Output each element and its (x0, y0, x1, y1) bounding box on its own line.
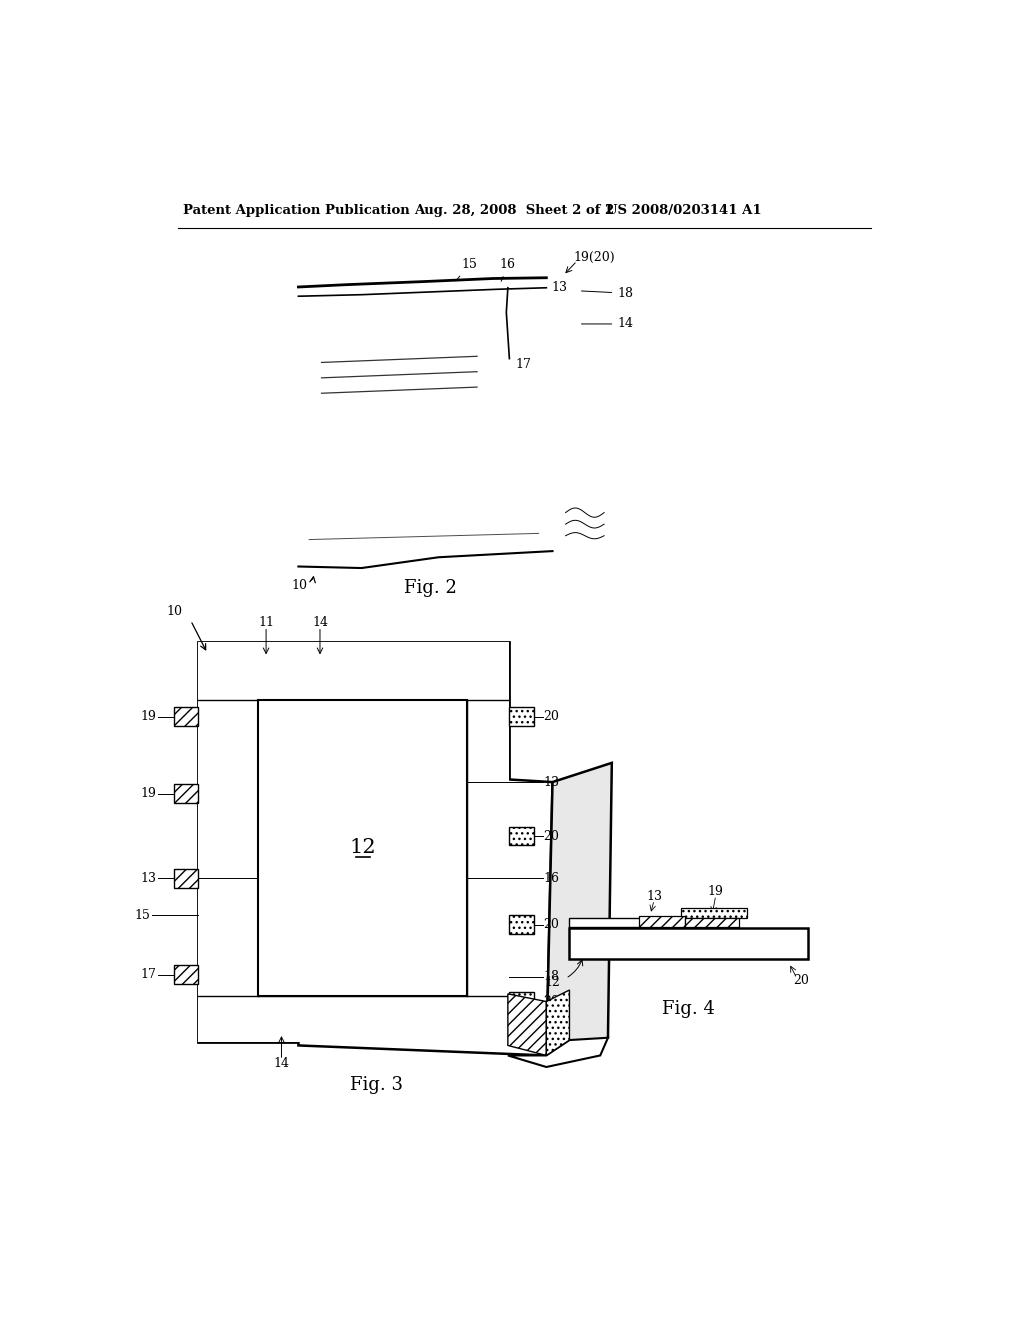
Text: 18: 18 (582, 286, 633, 300)
Bar (509, 708, 535, 726)
Bar (174, 708, 199, 726)
Bar (509, 826, 535, 845)
Text: Fig. 4: Fig. 4 (663, 1001, 715, 1018)
Text: Fig. 2: Fig. 2 (404, 579, 458, 597)
Text: Fig. 3: Fig. 3 (350, 1076, 403, 1094)
Polygon shape (508, 994, 547, 1056)
Bar (174, 965, 199, 983)
Bar (681, 908, 746, 917)
Text: 13: 13 (544, 776, 559, 788)
Bar (174, 784, 199, 803)
Text: 15: 15 (456, 259, 477, 281)
Text: 13: 13 (646, 890, 663, 903)
Text: 19: 19 (141, 787, 157, 800)
Text: 16: 16 (500, 259, 516, 281)
Text: 20: 20 (544, 710, 559, 723)
Text: 19: 19 (708, 884, 724, 898)
Text: 13: 13 (140, 871, 157, 884)
Text: 12: 12 (545, 975, 560, 989)
Bar (639, 916, 685, 927)
Bar (199, 642, 509, 700)
Text: 14: 14 (273, 1057, 290, 1071)
Text: 18: 18 (544, 970, 559, 983)
Text: 12: 12 (349, 838, 376, 858)
Bar (509, 915, 535, 933)
Bar (509, 993, 535, 1011)
Text: 14: 14 (582, 317, 633, 330)
Bar (569, 928, 808, 960)
Text: 17: 17 (141, 968, 157, 981)
Bar (174, 869, 199, 887)
Bar (199, 642, 509, 1043)
Bar (569, 917, 700, 927)
Text: 16: 16 (544, 871, 559, 884)
Polygon shape (547, 990, 569, 1056)
Text: 19(20): 19(20) (573, 251, 615, 264)
Text: 20: 20 (544, 995, 559, 1008)
Polygon shape (547, 763, 611, 1056)
Text: 11: 11 (258, 616, 274, 630)
Bar (258, 700, 467, 997)
Polygon shape (298, 767, 553, 1056)
Text: 10: 10 (292, 579, 307, 593)
Bar (467, 700, 509, 997)
Text: 17: 17 (515, 358, 531, 371)
Bar (685, 917, 739, 927)
Bar (199, 700, 258, 997)
Bar (199, 997, 509, 1043)
Polygon shape (508, 1038, 608, 1067)
Text: 13: 13 (552, 281, 567, 294)
Text: 20: 20 (793, 974, 809, 987)
Text: 15: 15 (135, 908, 151, 921)
Text: US 2008/0203141 A1: US 2008/0203141 A1 (606, 205, 762, 218)
Text: 14: 14 (312, 616, 328, 630)
Text: Patent Application Publication: Patent Application Publication (183, 205, 410, 218)
Text: 20: 20 (544, 829, 559, 842)
Text: 19: 19 (141, 710, 157, 723)
Text: Aug. 28, 2008  Sheet 2 of 2: Aug. 28, 2008 Sheet 2 of 2 (414, 205, 614, 218)
Text: 20: 20 (544, 917, 559, 931)
Text: 10: 10 (167, 605, 183, 618)
